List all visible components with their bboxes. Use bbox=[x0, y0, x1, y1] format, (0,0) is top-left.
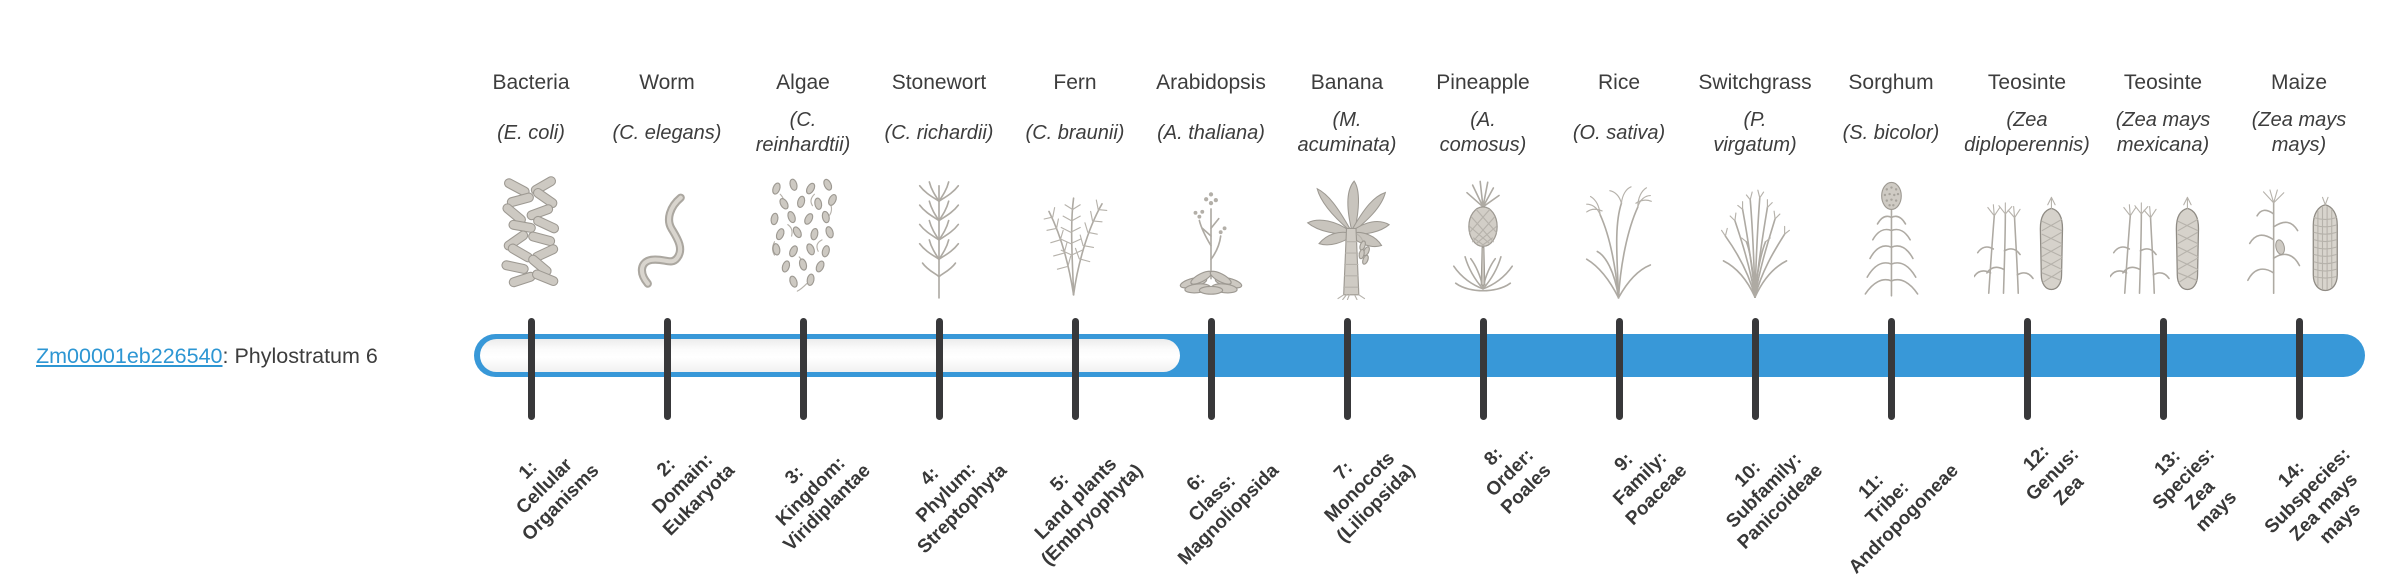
organism-species: (A. thaliana) bbox=[1157, 121, 1265, 144]
phylostratum-tick bbox=[527, 318, 535, 420]
organism-name: Maize bbox=[2270, 71, 2328, 94]
organism-species: (S. bicolor) bbox=[1842, 121, 1940, 144]
phylostratum-tick bbox=[1615, 318, 1623, 420]
phylostratum-label: 9: Family: Poaceae bbox=[1609, 447, 1692, 530]
organism-species: (C. braunii) bbox=[1025, 121, 1125, 144]
phylostratum-label: 1: Cellular Organisms bbox=[512, 454, 604, 546]
phylostratum-label: 3: Kingdom: Viridiplantae bbox=[772, 452, 876, 556]
phylostratum-tick bbox=[2023, 318, 2031, 420]
organism-name: Stonewort bbox=[891, 71, 987, 94]
organism-name: Teosinte bbox=[2123, 71, 2203, 94]
phylostratum-tick bbox=[1751, 318, 1759, 420]
worm-icon bbox=[592, 170, 742, 300]
organism-species: (C. reinhardtii) bbox=[755, 109, 851, 156]
organism-species: (Zea diploperennis) bbox=[1964, 109, 2090, 156]
phylostratum-label: 10: Subfamily: Panicoideae bbox=[1722, 448, 1828, 554]
phylostratum-label: 11: Tribe: Andropogoneae bbox=[1845, 460, 1964, 579]
phylostratum-tick bbox=[1207, 318, 1215, 420]
organism-species: (C. richardii) bbox=[884, 121, 994, 144]
organism-species: (E. coli) bbox=[497, 121, 565, 144]
gene-label: Zm00001eb226540: Phylostratum 6 bbox=[36, 343, 378, 370]
phylostratum-label: 13: Species: Zea mays bbox=[2148, 443, 2241, 537]
pineapple-icon bbox=[1408, 170, 1558, 300]
organism-name: Arabidopsis bbox=[1156, 71, 1266, 94]
phylostratum-tick bbox=[2295, 318, 2303, 420]
organism-name: Worm bbox=[639, 71, 695, 94]
maize-icon bbox=[2224, 170, 2374, 300]
rice-icon bbox=[1544, 170, 1694, 300]
bar-unfilled-region bbox=[480, 339, 1180, 372]
phylostratum-tick bbox=[663, 318, 671, 420]
organism-species: (A. comosus) bbox=[1439, 109, 1527, 156]
organism-name: Fern bbox=[1053, 71, 1097, 94]
phylostratum-tick bbox=[1887, 318, 1895, 420]
organism-species: (C. elegans) bbox=[612, 121, 722, 144]
organism-name: Bacteria bbox=[492, 71, 570, 94]
organism-name: Algae bbox=[776, 71, 830, 94]
phylostratum-tick bbox=[935, 318, 943, 420]
switchgrass-icon bbox=[1680, 170, 1830, 300]
organism-species: (P. virgatum) bbox=[1713, 109, 1797, 156]
stonewort-icon bbox=[864, 170, 1014, 300]
phylostratum-label: 8: Order: Poales bbox=[1480, 443, 1556, 519]
bacteria-icon bbox=[456, 170, 606, 300]
phylostratum-text: : Phylostratum 6 bbox=[222, 344, 378, 368]
organism-species: (Zea mays mexicana) bbox=[2115, 109, 2211, 156]
sorghum-icon bbox=[1816, 170, 1966, 300]
phylostratum-tick bbox=[1343, 318, 1351, 420]
organism-name: Teosinte bbox=[1987, 71, 2067, 94]
arabidopsis-icon bbox=[1136, 170, 1286, 300]
phylostratum-label: 5: Land plants (Embryophyta) bbox=[1030, 453, 1148, 570]
phylostratum-label: 4: Phylum: Streptophyta bbox=[912, 458, 1012, 558]
organism-species: (Zea mays mays) bbox=[2251, 109, 2347, 156]
phylostratum-tick bbox=[2159, 318, 2167, 420]
teosinte-icon bbox=[1952, 170, 2102, 300]
organism-name: Sorghum bbox=[1848, 71, 1934, 94]
organism-name: Switchgrass bbox=[1698, 71, 1812, 94]
organism-name: Rice bbox=[1597, 71, 1640, 94]
phylostratum-tick bbox=[1071, 318, 1079, 420]
organism-species: (M. acuminata) bbox=[1297, 109, 1397, 156]
phylostratum-label: 2: Domain: Eukaryota bbox=[648, 449, 740, 541]
phylostratum-label: 7: Monocots (Liliopsida) bbox=[1320, 448, 1420, 547]
teosinte-icon bbox=[2088, 170, 2238, 300]
fern-icon bbox=[1000, 170, 1150, 300]
banana-icon bbox=[1272, 170, 1422, 300]
organism-name: Pineapple bbox=[1436, 71, 1530, 94]
algae-icon bbox=[728, 170, 878, 300]
phylostrata-bar bbox=[474, 334, 2365, 377]
phylostratum-tick bbox=[1479, 318, 1487, 420]
organism-name: Banana bbox=[1310, 71, 1384, 94]
phylostratum-label: 14: Subspecies: Zea mays mays bbox=[2260, 443, 2365, 549]
organism-species: (O. sativa) bbox=[1572, 121, 1666, 144]
phylostratum-tick bbox=[799, 318, 807, 420]
phylostratum-label: 12: Genus: Zea bbox=[2018, 441, 2088, 510]
gene-link[interactable]: Zm00001eb226540 bbox=[36, 344, 223, 368]
phylostratum-label: 6: Class: Magnoliopsida bbox=[1174, 460, 1284, 570]
